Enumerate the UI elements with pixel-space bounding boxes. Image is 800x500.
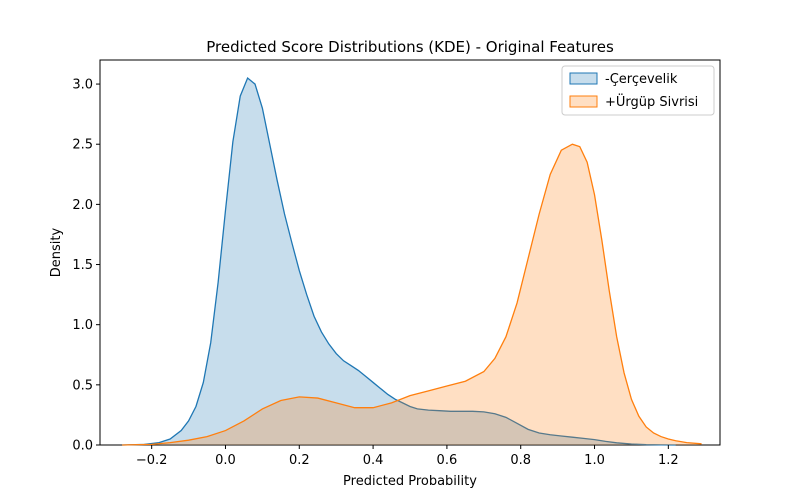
kde-area-urgup-sivrisi [122, 144, 702, 445]
legend-label-cercevelik: -Çerçevelik [605, 72, 678, 87]
y-tick-label: 3.0 [72, 78, 93, 93]
y-tick-label: 2.0 [72, 198, 93, 213]
x-tick-label: 1.0 [584, 453, 605, 468]
x-axis-label: Predicted Probability [343, 474, 477, 489]
kde-line-urgup-sivrisi [122, 143, 702, 446]
kde-line-cercevelik [122, 76, 676, 446]
y-axis: 0.0 0.5 1.0 1.5 2.0 2.5 3.0 [72, 78, 100, 454]
legend-label-urgup-sivrisi: +Ürgüp Sivrisi [605, 93, 698, 110]
x-tick-label: 1.2 [658, 453, 679, 468]
y-tick-label: 2.5 [72, 138, 93, 153]
y-axis-label: Density [49, 227, 64, 277]
x-tick-label: −0.2 [136, 453, 168, 468]
series-layer [122, 76, 702, 446]
plot-frame [99, 59, 721, 446]
x-tick-label: 0.4 [363, 453, 384, 468]
y-tick-label: 1.5 [72, 258, 93, 273]
legend-swatch-cercevelik [569, 72, 598, 85]
legend-frame [561, 65, 715, 116]
y-tick-label: 0.5 [72, 378, 93, 393]
x-tick-label: 0.6 [437, 453, 458, 468]
x-axis: −0.2 0.0 0.2 0.4 0.6 0.8 1.0 1.2 [136, 445, 679, 468]
legend: -Çerçevelik +Ürgüp Sivrisi [561, 65, 715, 116]
legend-swatch-urgup-sivrisi [569, 95, 598, 108]
y-tick-label: 0.0 [72, 439, 93, 454]
y-tick-label: 1.0 [72, 318, 93, 333]
kde-area-cercevelik [122, 78, 676, 446]
x-tick-label: 0.0 [215, 453, 236, 468]
chart-title: Predicted Score Distributions (KDE) - Or… [206, 38, 614, 56]
x-tick-label: 0.2 [289, 453, 310, 468]
x-tick-label: 0.8 [510, 453, 531, 468]
plot-area [99, 59, 721, 446]
